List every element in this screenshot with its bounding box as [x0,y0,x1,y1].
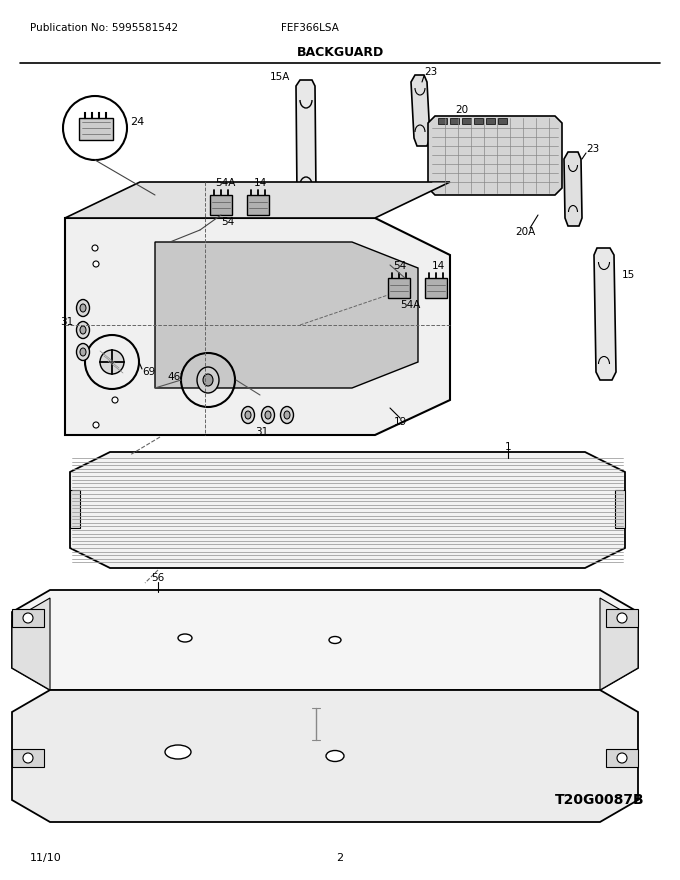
Polygon shape [12,609,44,627]
Ellipse shape [80,348,86,356]
Ellipse shape [76,343,90,361]
Polygon shape [425,278,447,298]
Polygon shape [70,490,80,528]
Polygon shape [12,598,50,690]
Circle shape [23,753,33,763]
Polygon shape [474,118,483,124]
Circle shape [100,350,124,374]
Circle shape [23,613,33,623]
Polygon shape [70,452,625,568]
Text: 15A: 15A [270,72,290,82]
Polygon shape [247,195,269,215]
Text: BACKGUARD: BACKGUARD [296,46,384,58]
Text: 11/10: 11/10 [30,853,62,863]
Text: 23: 23 [424,67,437,77]
Circle shape [112,397,118,403]
Ellipse shape [280,407,294,423]
Polygon shape [450,118,459,124]
Ellipse shape [329,636,341,643]
Polygon shape [79,118,113,140]
Text: 54A: 54A [400,300,420,310]
Text: 31: 31 [61,317,73,327]
Text: 54A: 54A [215,178,235,188]
Ellipse shape [203,374,213,386]
Polygon shape [12,749,44,767]
Text: Publication No: 5995581542: Publication No: 5995581542 [30,23,178,33]
Polygon shape [12,590,638,690]
Ellipse shape [165,745,191,759]
Text: 1: 1 [505,442,511,452]
Circle shape [93,422,99,428]
Polygon shape [615,490,625,528]
Ellipse shape [241,407,254,423]
Ellipse shape [178,634,192,642]
Ellipse shape [326,751,344,761]
Polygon shape [65,218,450,435]
Polygon shape [564,152,582,226]
Polygon shape [600,598,638,690]
Ellipse shape [197,367,219,393]
Text: T20G0087B: T20G0087B [555,793,645,807]
Polygon shape [462,118,471,124]
Text: 23: 23 [586,144,599,154]
Text: 46: 46 [168,372,181,382]
Ellipse shape [262,407,275,423]
Text: 31: 31 [256,427,269,437]
Polygon shape [606,609,638,627]
Polygon shape [498,118,507,124]
Ellipse shape [245,411,251,419]
Polygon shape [438,118,447,124]
Ellipse shape [76,299,90,317]
Text: 2: 2 [337,853,343,863]
Polygon shape [594,248,616,380]
Ellipse shape [80,304,86,312]
Text: 14: 14 [254,178,267,188]
Polygon shape [65,182,450,218]
Circle shape [617,613,627,623]
Text: 20: 20 [456,105,469,115]
Polygon shape [296,80,316,202]
Circle shape [92,245,98,251]
Text: 56: 56 [152,573,165,583]
Ellipse shape [76,321,90,339]
Polygon shape [12,690,638,822]
Text: 20A: 20A [515,227,535,237]
Text: 14: 14 [432,261,445,271]
Circle shape [617,753,627,763]
Text: 54: 54 [222,217,235,227]
Ellipse shape [80,326,86,334]
Ellipse shape [284,411,290,419]
Polygon shape [606,749,638,767]
Text: 69: 69 [142,367,155,377]
Text: 24: 24 [130,117,144,127]
Polygon shape [155,242,418,388]
Polygon shape [388,278,410,298]
Polygon shape [210,195,232,215]
Circle shape [93,261,99,267]
Text: 54: 54 [393,261,406,271]
Text: 19: 19 [393,417,407,427]
Text: FEF366LSA: FEF366LSA [281,23,339,33]
Ellipse shape [265,411,271,419]
Polygon shape [486,118,495,124]
Text: 15: 15 [622,270,635,280]
Polygon shape [411,75,430,146]
Polygon shape [428,116,562,195]
